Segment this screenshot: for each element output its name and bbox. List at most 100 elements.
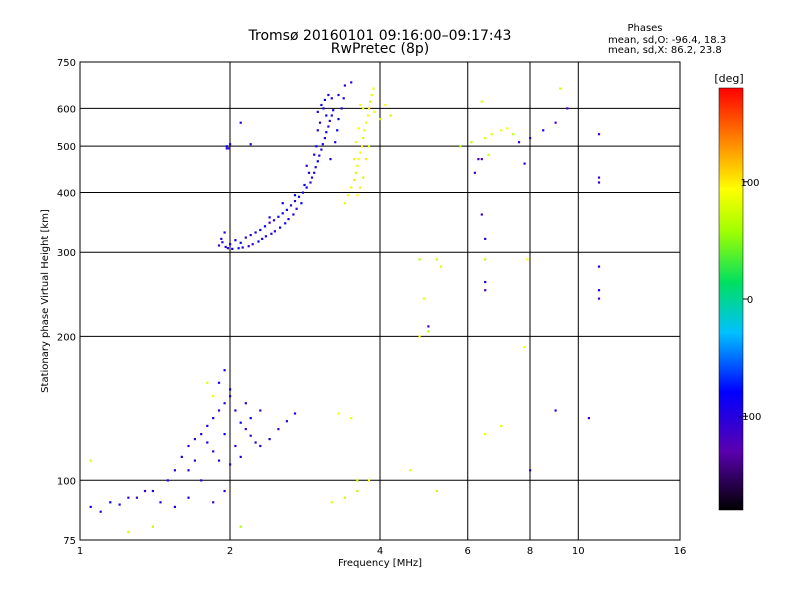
echo-point (323, 98, 326, 101)
echo-point (484, 289, 487, 292)
colorbar-ticks: -100 0 100 (739, 178, 762, 423)
stats-heading: Phases (627, 23, 662, 34)
echo-point (597, 181, 601, 184)
echo-point (484, 237, 487, 240)
echo-point (409, 469, 412, 472)
echo-point (300, 202, 303, 205)
stats-o-mode: mean, sd,O: -96.4, 18.3 (608, 35, 726, 46)
echo-point (127, 496, 130, 499)
echo-point (365, 121, 368, 124)
echo-point (325, 131, 328, 134)
x-tick-label: 4 (377, 546, 383, 557)
y-tick-label: 200 (57, 332, 76, 343)
echo-point (343, 496, 346, 499)
echo-point (597, 297, 601, 300)
echo-point (217, 459, 221, 462)
echo-point (277, 215, 280, 218)
echo-point (329, 158, 332, 161)
echo-point (285, 420, 288, 423)
echo-point (490, 133, 493, 136)
echo-point (200, 479, 203, 482)
echo-point (342, 97, 345, 100)
echo-point (554, 409, 557, 412)
echo-point (337, 93, 340, 97)
y-axis-label: Stationary phase Virtual Height [km] (40, 209, 51, 393)
echo-point (500, 424, 503, 427)
echo-point (365, 158, 368, 161)
echo-point (356, 489, 359, 493)
echo-point (355, 171, 358, 174)
echo-point (89, 459, 92, 462)
echo-point (206, 424, 209, 427)
echo-point (334, 141, 337, 144)
echo-point (223, 231, 226, 234)
echo-point (239, 421, 242, 424)
echo-point (263, 225, 267, 228)
x-tick-label: 1 (77, 546, 83, 557)
echo-point (193, 459, 196, 462)
y-tick-label: 600 (57, 104, 76, 115)
echo-point (212, 501, 215, 504)
echo-point (301, 191, 304, 194)
echo-point (206, 381, 209, 384)
echo-point (297, 195, 301, 198)
echo-point (224, 245, 227, 248)
echo-point (217, 409, 221, 412)
echo-point (225, 145, 228, 148)
echo-point (223, 369, 226, 372)
echo-point (293, 412, 297, 415)
echo-point (231, 247, 234, 250)
echo-point (363, 129, 366, 132)
echo-point (435, 258, 438, 261)
echo-point (459, 145, 462, 148)
echo-point (241, 246, 244, 249)
echo-point (118, 503, 121, 506)
echo-point (336, 129, 339, 132)
echo-point (279, 226, 282, 229)
echo-point (369, 100, 372, 103)
echo-point (523, 346, 526, 349)
echo-point (159, 501, 162, 504)
echo-point (327, 125, 330, 128)
echo-point (487, 153, 490, 156)
echo-point (180, 455, 183, 458)
echo-point (268, 438, 271, 441)
echo-point (362, 137, 365, 140)
echo-point (480, 158, 483, 161)
echo-point (316, 110, 319, 113)
echo-point (227, 147, 231, 150)
echo-point (357, 158, 360, 161)
echo-point (151, 525, 154, 528)
echo-point (337, 412, 340, 415)
echo-point (427, 325, 430, 328)
echo-point (332, 109, 335, 112)
echo-point (285, 208, 288, 211)
echo-point (473, 171, 476, 174)
echo-point (470, 141, 473, 144)
echo-point (173, 469, 176, 472)
echo-point (305, 186, 308, 189)
echo-point (217, 381, 221, 384)
echo-point (229, 243, 232, 246)
echo-point (357, 127, 360, 130)
x-tick-label: 6 (465, 546, 471, 557)
echo-point (427, 330, 430, 333)
chart-title: Tromsø 20160101 09:16:00–09:17:43 (248, 28, 512, 44)
echo-point (273, 230, 276, 233)
echo-point (320, 103, 323, 107)
echo-point (566, 107, 569, 110)
echo-point (143, 489, 147, 493)
echo-point (330, 114, 333, 117)
echo-point (355, 141, 358, 144)
echo-point (313, 171, 316, 174)
echo-point (318, 121, 322, 124)
echo-point (151, 489, 154, 493)
colorbar-tick-label: -100 (739, 412, 762, 423)
echo-point (229, 463, 232, 466)
echo-point (367, 107, 371, 110)
echo-point (322, 107, 325, 110)
echo-point (268, 221, 271, 224)
echo-point (597, 265, 601, 268)
echo-point (277, 428, 280, 431)
x-tick-label: 10 (572, 546, 585, 557)
